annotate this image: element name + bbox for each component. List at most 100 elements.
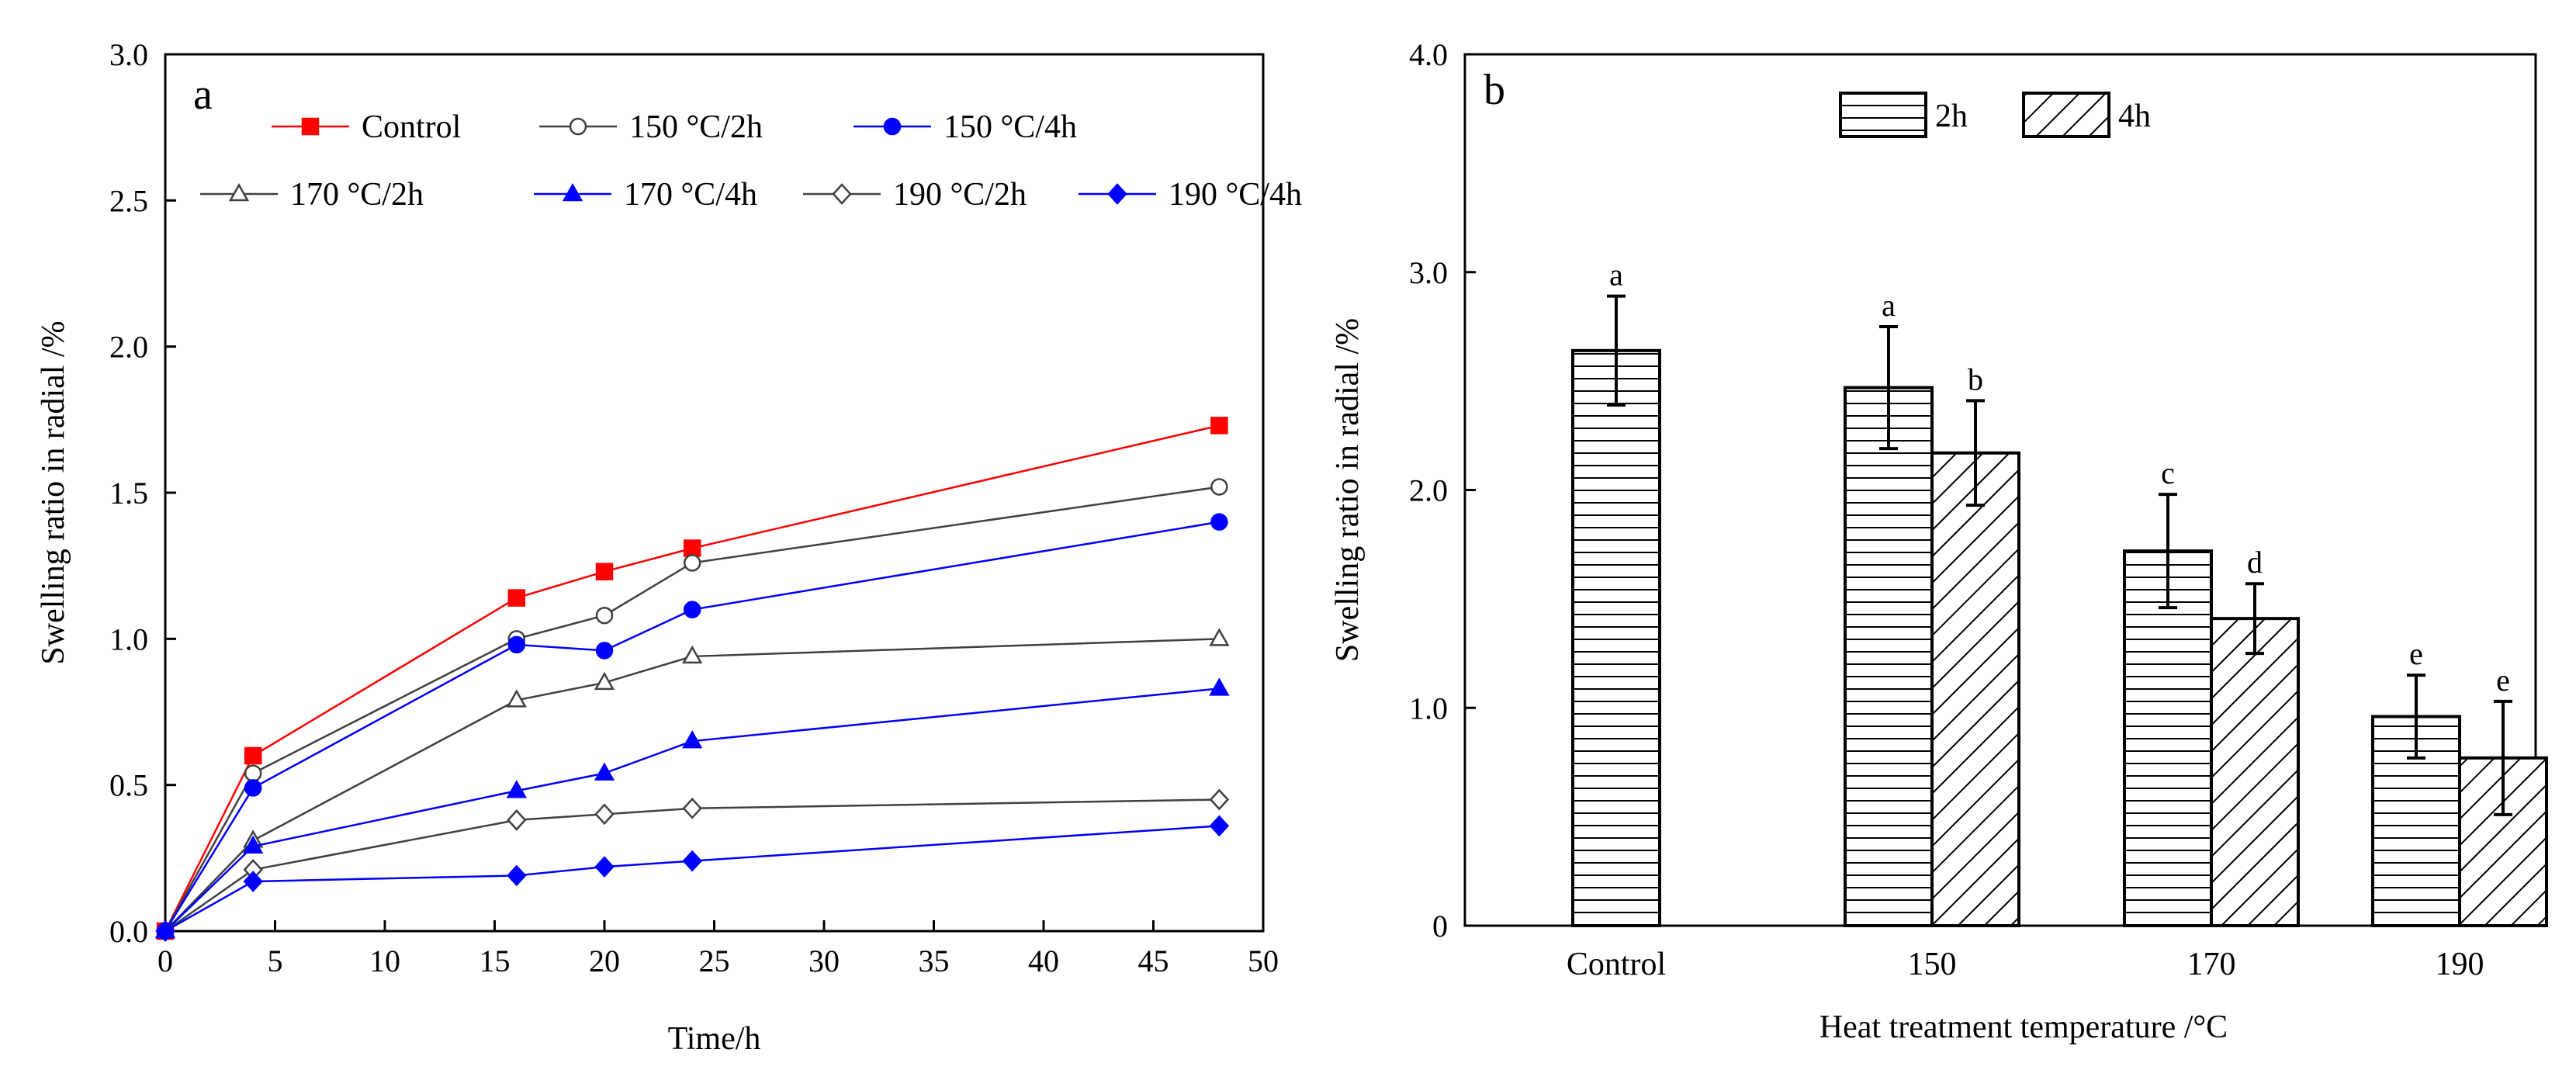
bar-group: e [2458, 663, 2548, 928]
data-point [228, 182, 250, 202]
bar-group: a [1571, 258, 1661, 927]
y-tick-label: 3.0 [1409, 255, 1448, 290]
x-tick-label: 35 [919, 944, 950, 978]
y-tick-label: 3.0 [109, 37, 148, 72]
legend-item: 4h [2022, 92, 2151, 138]
bars-group: a a b c d e e [1571, 258, 2548, 928]
series-line [164, 798, 1220, 933]
x-tick-label: 25 [699, 944, 730, 978]
data-point [1210, 417, 1228, 435]
data-point [1210, 478, 1228, 496]
x-tick-label: 45 [1138, 944, 1169, 978]
x-tick-label: 20 [589, 944, 620, 978]
panel-label: b [1484, 66, 1505, 114]
bar [1844, 386, 1934, 927]
data-point [301, 117, 320, 136]
bar-group: e [2371, 636, 2461, 927]
bar-group: d [2210, 545, 2300, 928]
y-tick-label: 0.5 [109, 768, 148, 803]
data-point [506, 780, 527, 798]
x-tick-label: 40 [1028, 944, 1059, 978]
data-point [507, 864, 527, 887]
legend-label: 190 °C/4h [1169, 177, 1302, 213]
legend-label: Control [362, 109, 461, 145]
data-point [594, 803, 615, 826]
series-line-group [154, 628, 1230, 939]
x-axis-ticks: Control 150 170 190 [1567, 947, 2484, 982]
legend-swatch [2022, 92, 2110, 138]
y-axis-label: Swelling ratio in radial /% [36, 320, 71, 664]
bar [1930, 451, 2020, 927]
x-tick-label: 50 [1248, 944, 1279, 978]
series-group [154, 417, 1230, 942]
x-tick-label: 30 [808, 944, 840, 978]
y-tick-label: 1.0 [109, 622, 148, 656]
y-tick-label: 0 [1432, 909, 1448, 944]
x-axis-ticks: 0 5 10 15 20 25 30 35 40 45 50 [158, 920, 1279, 978]
data-point [883, 117, 902, 136]
x-tick-label: 5 [268, 944, 283, 978]
series-line [164, 825, 1220, 933]
x-axis-label: Time/h [668, 1021, 761, 1057]
y-tick-label: 1.5 [109, 476, 148, 511]
y-tick-label: 4.0 [1409, 37, 1448, 72]
x-tick-label: 170 [2187, 947, 2236, 982]
data-point [594, 762, 615, 781]
data-point [683, 601, 701, 618]
series-line [164, 424, 1220, 932]
data-point [155, 920, 175, 942]
series-line [164, 638, 1220, 932]
data-point [507, 589, 526, 607]
bar [2210, 617, 2300, 928]
significance-label: e [2409, 636, 2423, 671]
significance-label: b [1968, 362, 1983, 396]
data-point [562, 182, 583, 202]
data-point [1209, 788, 1230, 811]
data-point [682, 797, 702, 819]
x-tick-label: 0 [158, 944, 173, 978]
x-tick-label: Control [1567, 947, 1666, 982]
legend-item: 190 °C/2h [803, 177, 1027, 213]
series-line [164, 687, 1220, 932]
significance-label: a [1609, 258, 1623, 293]
panel-label: a [193, 71, 213, 119]
significance-label: a [1882, 288, 1896, 323]
data-point [1209, 677, 1230, 696]
bar-group: b [1930, 362, 2020, 927]
data-point [569, 117, 587, 136]
legend-item: Control [272, 109, 461, 145]
bar-group: a [1844, 288, 1934, 927]
legend-swatch [1839, 92, 1927, 138]
y-axis-ticks: 0 1.0 2.0 3.0 4.0 [1409, 37, 1476, 944]
data-point [244, 746, 262, 765]
legend-item: 150 °C/2h [539, 109, 763, 145]
data-point [682, 645, 703, 664]
series-line [164, 521, 1220, 932]
x-tick-label: 10 [369, 944, 400, 978]
data-point [244, 764, 262, 782]
line-chart-panel: a 0 5 10 15 20 25 30 35 40 45 50 0.0 0.5 1.0 1.5 2.0 2.… [36, 37, 1302, 1057]
legend: Control 150 °C/2h 150 °C/4h 170 °C/2h 170 °C… [200, 109, 1302, 213]
legend-label: 170 °C/2h [290, 177, 424, 213]
data-point [243, 871, 263, 892]
data-point [507, 809, 527, 831]
data-point [683, 539, 701, 557]
x-axis-label: Heat treatment temperature /°C [1819, 1009, 2228, 1045]
legend-label: 4h [2118, 99, 2151, 134]
data-point [683, 554, 701, 572]
y-tick-label: 0.0 [109, 914, 148, 949]
series-line-group [156, 417, 1228, 940]
data-point [1210, 513, 1228, 531]
legend: 2h 4h [1839, 92, 2151, 138]
legend-label: 2h [1935, 99, 1968, 134]
data-point [595, 606, 614, 625]
data-point [243, 835, 264, 854]
data-point [1107, 183, 1127, 205]
data-point [507, 635, 526, 654]
legend-item: 170 °C/4h [534, 177, 757, 213]
data-point [506, 689, 527, 708]
legend-item: 190 °C/4h [1079, 177, 1302, 213]
data-point [244, 779, 262, 797]
y-tick-label: 2.0 [109, 330, 148, 365]
